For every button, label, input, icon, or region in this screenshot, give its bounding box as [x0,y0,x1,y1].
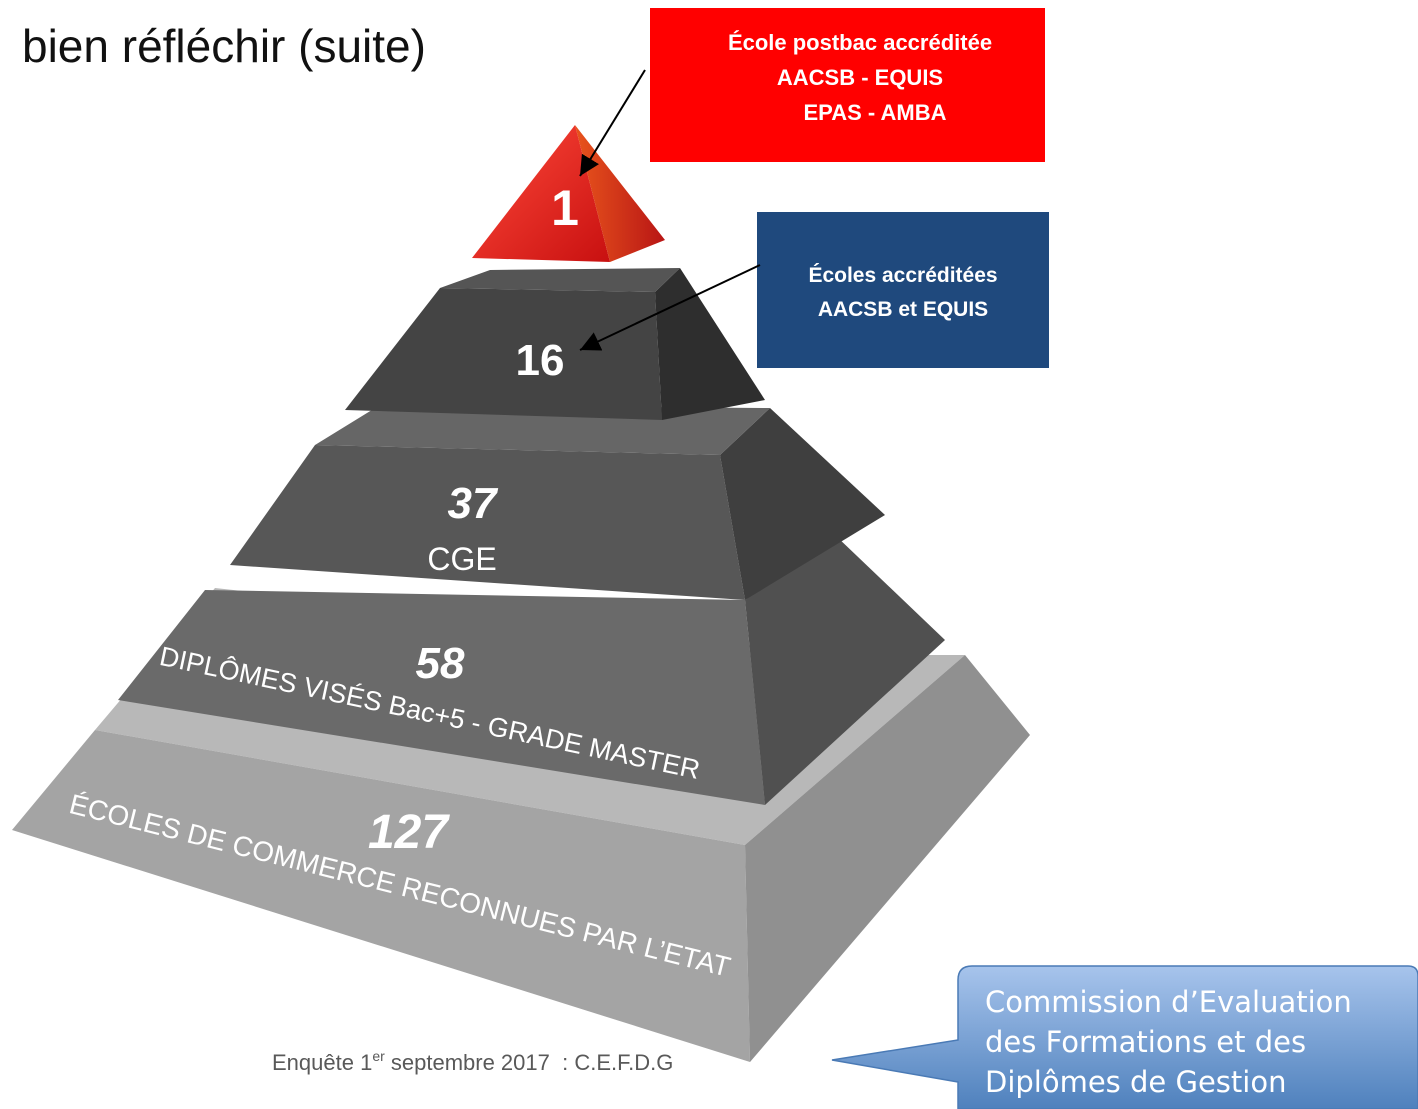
level-value: 58 [416,639,465,688]
level-value: 1 [551,180,579,236]
footer-sup: er [372,1048,385,1064]
slide: bien réfléchir (suite) 1 16 37 CGE 58 DI… [0,0,1418,1109]
footer: Enquête 1er septembre 2017 : C.E.F.D.G [272,1048,673,1075]
level-label: CGE [427,541,496,577]
footer-text: Enquête 1 [272,1050,372,1075]
footer-text: septembre 2017 : C.E.F.D.G [385,1050,674,1075]
callout-text: EPAS - AMBA [804,100,947,125]
bubble-text: Commission d’Evaluation [985,985,1352,1019]
level-value: 37 [448,479,499,528]
bubble-text: Diplômes de Gestion [985,1065,1286,1099]
page: bien réfléchir (suite) 1 16 37 CGE 58 DI… [0,0,1418,1109]
callout-text: Écoles accréditées [808,264,997,287]
tier-side [655,268,765,420]
tier [230,405,885,600]
tier-top [440,268,680,292]
level-value: 16 [516,336,565,385]
slide-title: bien réfléchir (suite) [22,20,426,72]
callout-text: École postbac accréditée [728,30,992,55]
callout-text: AACSB et EQUIS [818,298,988,321]
level-value: 127 [368,806,450,859]
tier-front [345,288,662,420]
callout-text: AACSB - EQUIS [777,65,943,90]
bubble-text: des Formations et des [985,1025,1306,1059]
callout-box [757,212,1049,368]
arrow [580,70,645,176]
